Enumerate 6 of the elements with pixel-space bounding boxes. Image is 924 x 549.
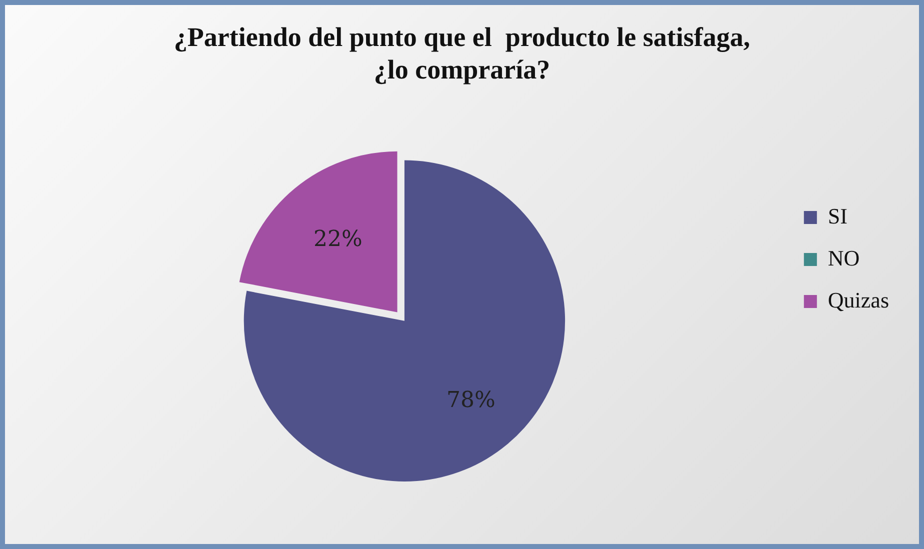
legend-label: Quizas bbox=[828, 287, 890, 312]
legend-label: SI bbox=[828, 203, 848, 228]
chart-title: ¿Partiendo del punto que el producto le satisfaga, ¿lo compraría? bbox=[174, 22, 750, 85]
data-label: 22% bbox=[313, 227, 362, 252]
data-label: 78% bbox=[446, 388, 496, 414]
legend-label: NO bbox=[828, 245, 860, 270]
